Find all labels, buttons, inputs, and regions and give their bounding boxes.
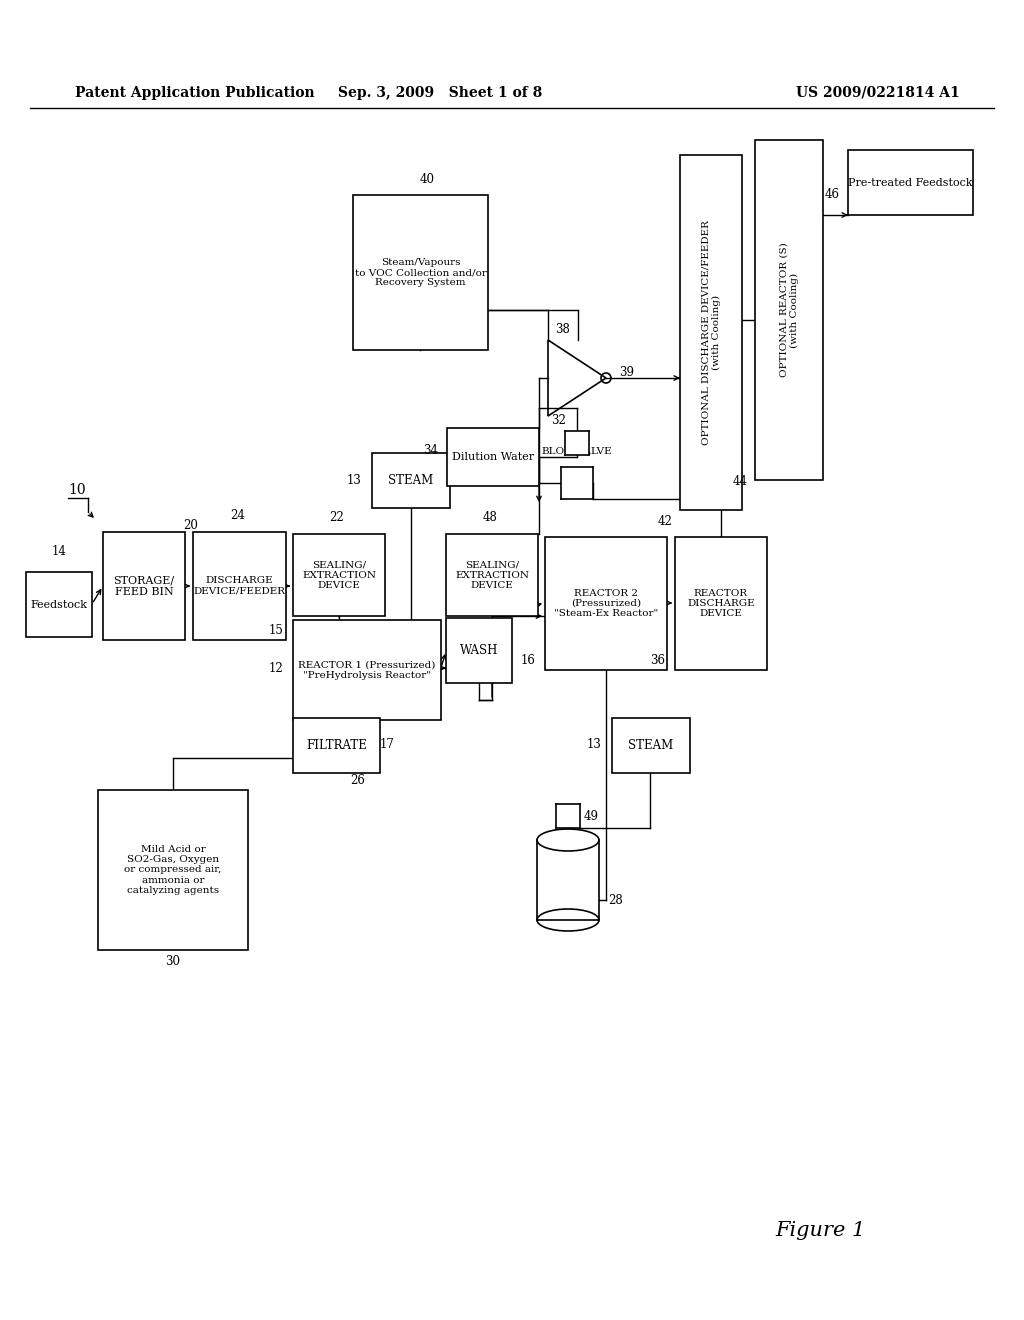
Text: 38: 38	[556, 323, 570, 337]
Text: 20: 20	[183, 519, 198, 532]
Bar	[545, 537, 667, 671]
Bar	[293, 620, 441, 719]
Bar	[612, 718, 690, 774]
Text: 49: 49	[584, 809, 599, 822]
Bar	[556, 804, 580, 828]
Text: 18: 18	[446, 595, 461, 609]
Text: BLOW-VALVE: BLOW-VALVE	[542, 447, 612, 455]
Text: STEAM: STEAM	[388, 474, 433, 487]
Text: 14: 14	[51, 545, 67, 558]
Text: REACTOR
DISCHARGE
DEVICE: REACTOR DISCHARGE DEVICE	[687, 589, 755, 618]
Bar	[848, 150, 973, 215]
Text: Patent Application Publication: Patent Application Publication	[75, 86, 314, 100]
Text: FILTRATE: FILTRATE	[306, 739, 367, 752]
Text: 36: 36	[650, 653, 665, 667]
Bar	[293, 535, 385, 616]
Text: SEALING/
EXTRACTION
DEVICE: SEALING/ EXTRACTION DEVICE	[302, 560, 376, 590]
Bar	[26, 572, 92, 638]
Bar	[565, 432, 589, 455]
Text: 39: 39	[618, 366, 634, 379]
Text: OPTIONAL REACTOR (S)
(with Cooling): OPTIONAL REACTOR (S) (with Cooling)	[779, 243, 799, 378]
Text: 30: 30	[166, 954, 180, 968]
Text: 32: 32	[551, 414, 566, 426]
Bar	[446, 535, 538, 616]
Text: 10: 10	[68, 483, 86, 498]
Text: 46: 46	[825, 189, 840, 202]
Bar	[447, 428, 539, 486]
Bar	[446, 618, 512, 682]
Text: Sep. 3, 2009   Sheet 1 of 8: Sep. 3, 2009 Sheet 1 of 8	[338, 86, 542, 100]
Text: 17: 17	[380, 738, 395, 751]
Text: OPTIONAL DISCHARGE DEVICE/FEEDER
(with Cooling): OPTIONAL DISCHARGE DEVICE/FEEDER (with C…	[701, 220, 721, 445]
Text: 13: 13	[347, 474, 362, 487]
Bar	[103, 532, 185, 640]
Bar	[193, 532, 286, 640]
Text: STEAM: STEAM	[629, 739, 674, 752]
Text: Dilution Water: Dilution Water	[452, 451, 535, 462]
Text: 42: 42	[657, 515, 672, 528]
Text: Feedstock: Feedstock	[31, 599, 87, 610]
Bar	[372, 453, 450, 508]
Text: 24: 24	[230, 510, 246, 521]
Bar	[537, 840, 599, 920]
Bar	[98, 789, 248, 950]
Text: DISCHARGE
DEVICE/FEEDER: DISCHARGE DEVICE/FEEDER	[194, 577, 286, 595]
Text: Steam/Vapours
to VOC Collection and/or
Recovery System: Steam/Vapours to VOC Collection and/or R…	[354, 257, 486, 288]
Text: 26: 26	[350, 774, 365, 787]
Text: STORAGE/
FEED BIN: STORAGE/ FEED BIN	[114, 576, 174, 597]
Text: 40: 40	[420, 173, 435, 186]
Bar	[675, 537, 767, 671]
Text: US 2009/0221814 A1: US 2009/0221814 A1	[797, 86, 961, 100]
Text: Pre-treated Feedstock: Pre-treated Feedstock	[848, 177, 973, 187]
Bar	[293, 718, 380, 774]
Text: 12: 12	[268, 661, 283, 675]
Text: Mild Acid or
SO2-Gas, Oxygen
or compressed air,
ammonia or
catalyzing agents: Mild Acid or SO2-Gas, Oxygen or compress…	[124, 845, 221, 895]
Text: 34: 34	[423, 444, 438, 457]
Text: 15: 15	[268, 623, 283, 636]
Ellipse shape	[537, 829, 599, 851]
Text: 16: 16	[520, 653, 535, 667]
Bar	[755, 140, 823, 480]
Text: 44: 44	[733, 475, 748, 488]
Text: Figure 1: Figure 1	[775, 1221, 865, 1239]
Text: 22: 22	[330, 511, 344, 524]
Bar	[680, 154, 742, 510]
Text: SEALING/
EXTRACTION
DEVICE: SEALING/ EXTRACTION DEVICE	[455, 560, 529, 590]
Text: REACTOR 2
(Pressurized)
"Steam-Ex Reactor": REACTOR 2 (Pressurized) "Steam-Ex Reacto…	[554, 589, 658, 618]
Text: 28: 28	[608, 894, 623, 907]
Text: 13: 13	[587, 738, 602, 751]
Bar	[353, 195, 488, 350]
Text: REACTOR 1 (Pressurized)
"PreHydrolysis Reactor": REACTOR 1 (Pressurized) "PreHydrolysis R…	[298, 660, 435, 680]
Text: WASH: WASH	[460, 644, 499, 657]
Text: 48: 48	[482, 511, 498, 524]
Bar	[561, 467, 593, 499]
